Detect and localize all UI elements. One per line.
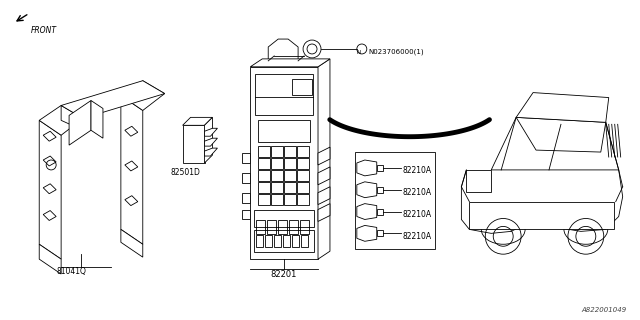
Bar xyxy=(467,170,492,192)
Polygon shape xyxy=(250,59,330,67)
Polygon shape xyxy=(39,120,61,259)
Polygon shape xyxy=(243,210,250,220)
Polygon shape xyxy=(182,125,205,163)
Bar xyxy=(300,220,309,234)
Polygon shape xyxy=(492,117,619,170)
Polygon shape xyxy=(39,106,83,135)
Polygon shape xyxy=(265,235,272,247)
Polygon shape xyxy=(318,59,330,259)
Polygon shape xyxy=(292,235,299,247)
Polygon shape xyxy=(516,92,609,122)
Polygon shape xyxy=(461,170,623,233)
Polygon shape xyxy=(205,138,218,146)
Polygon shape xyxy=(205,117,212,163)
Polygon shape xyxy=(357,204,377,220)
Polygon shape xyxy=(69,100,91,145)
Text: 82210A: 82210A xyxy=(403,232,432,241)
Bar xyxy=(256,220,265,234)
Polygon shape xyxy=(274,235,281,247)
Text: N: N xyxy=(356,50,361,55)
Polygon shape xyxy=(243,193,250,203)
Bar xyxy=(278,220,287,234)
Polygon shape xyxy=(377,230,383,236)
Bar xyxy=(259,120,310,142)
Polygon shape xyxy=(301,235,308,247)
Polygon shape xyxy=(243,153,250,163)
Bar xyxy=(469,202,614,229)
Text: 82210A: 82210A xyxy=(403,166,432,175)
Bar xyxy=(292,79,312,95)
Bar xyxy=(284,170,296,181)
Polygon shape xyxy=(91,100,103,138)
Polygon shape xyxy=(318,204,330,221)
Polygon shape xyxy=(243,173,250,183)
Text: 82210A: 82210A xyxy=(403,210,432,219)
Polygon shape xyxy=(268,39,298,61)
Polygon shape xyxy=(39,244,61,274)
Bar xyxy=(259,170,270,181)
Bar xyxy=(259,182,270,193)
Bar xyxy=(289,220,298,234)
Bar xyxy=(297,182,309,193)
Polygon shape xyxy=(377,165,383,171)
Bar xyxy=(284,194,296,204)
Bar xyxy=(254,210,314,228)
Polygon shape xyxy=(121,96,143,244)
Polygon shape xyxy=(121,81,164,110)
Polygon shape xyxy=(357,225,377,241)
Bar xyxy=(259,194,270,204)
Polygon shape xyxy=(283,235,290,247)
Bar xyxy=(355,152,435,249)
Bar xyxy=(297,158,309,169)
Text: N023706000(1): N023706000(1) xyxy=(369,49,424,55)
Polygon shape xyxy=(318,187,330,204)
Polygon shape xyxy=(516,117,605,152)
Polygon shape xyxy=(205,128,218,136)
Bar xyxy=(284,146,296,157)
Text: 82501D: 82501D xyxy=(171,168,200,177)
Bar xyxy=(284,182,296,193)
Polygon shape xyxy=(318,167,330,185)
Bar xyxy=(259,146,270,157)
Polygon shape xyxy=(357,160,377,176)
Text: 81041Q: 81041Q xyxy=(56,267,86,276)
Bar xyxy=(297,194,309,204)
Bar xyxy=(284,158,296,169)
Polygon shape xyxy=(377,187,383,193)
Polygon shape xyxy=(250,67,318,259)
Bar xyxy=(297,170,309,181)
Bar xyxy=(268,220,276,234)
Polygon shape xyxy=(182,117,212,125)
Polygon shape xyxy=(318,147,330,165)
Bar xyxy=(271,182,283,193)
Bar xyxy=(254,230,314,252)
Polygon shape xyxy=(61,81,164,118)
Bar xyxy=(271,194,283,204)
Text: 82210A: 82210A xyxy=(403,188,432,197)
Polygon shape xyxy=(61,106,83,130)
Bar xyxy=(271,170,283,181)
Bar xyxy=(259,158,270,169)
Polygon shape xyxy=(256,235,263,247)
Polygon shape xyxy=(205,148,218,156)
Bar xyxy=(271,158,283,169)
Text: 82201: 82201 xyxy=(270,270,296,279)
Text: FRONT: FRONT xyxy=(31,26,57,35)
Polygon shape xyxy=(121,229,143,257)
Text: A822001049: A822001049 xyxy=(581,307,627,313)
Bar xyxy=(255,74,313,116)
Bar xyxy=(271,146,283,157)
Polygon shape xyxy=(357,182,377,198)
Bar xyxy=(297,146,309,157)
Polygon shape xyxy=(377,209,383,214)
